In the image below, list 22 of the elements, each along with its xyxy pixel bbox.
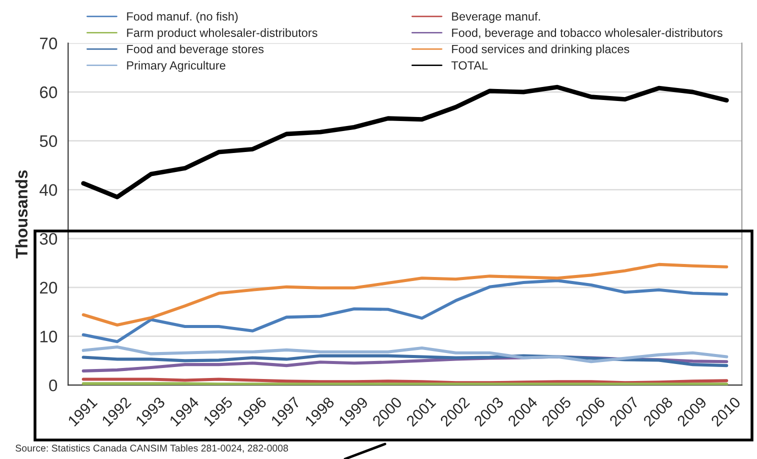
y-tick-label: 50	[40, 135, 58, 148]
y-tick-label: 60	[40, 86, 58, 98]
y-tick-label: 40	[40, 184, 58, 196]
line-series	[82, 345, 728, 364]
y-tick-label: 70	[40, 38, 58, 50]
legend-label: Farm product wholesaler-distributors	[127, 28, 318, 40]
line-series	[82, 262, 728, 327]
legend-label: Food and beverage stores	[127, 44, 264, 56]
legend-label: Food services and drinking places	[452, 44, 630, 56]
legend-label: Food, beverage and tobacco wholesaler-distributors	[452, 28, 722, 40]
legend-label: Primary Agriculture	[127, 60, 226, 72]
y-tick-label: 20	[40, 282, 58, 294]
source-note: Source: Statistics Canada CANSIM Tables 281-0024, 282-0008	[16, 444, 288, 453]
y-tick-label: 0	[49, 380, 58, 392]
legend-label: Food manuf. (no fish)	[127, 12, 238, 23]
line-series	[82, 279, 728, 344]
legend-label: Beverage manuf.	[452, 12, 540, 23]
line-series	[81, 84, 729, 200]
y-tick-label: 30	[40, 232, 58, 245]
y-axis-title: Thousands	[15, 170, 28, 258]
y-tick-label: 10	[40, 330, 58, 342]
legend-label: TOTAL	[451, 61, 488, 70]
